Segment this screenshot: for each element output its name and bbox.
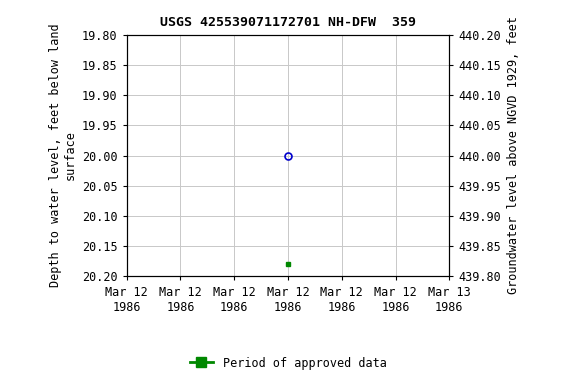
Y-axis label: Depth to water level, feet below land
surface: Depth to water level, feet below land su…	[48, 24, 77, 287]
Y-axis label: Groundwater level above NGVD 1929, feet: Groundwater level above NGVD 1929, feet	[507, 17, 520, 295]
Title: USGS 425539071172701 NH-DFW  359: USGS 425539071172701 NH-DFW 359	[160, 16, 416, 29]
Legend: Period of approved data: Period of approved data	[185, 352, 391, 374]
